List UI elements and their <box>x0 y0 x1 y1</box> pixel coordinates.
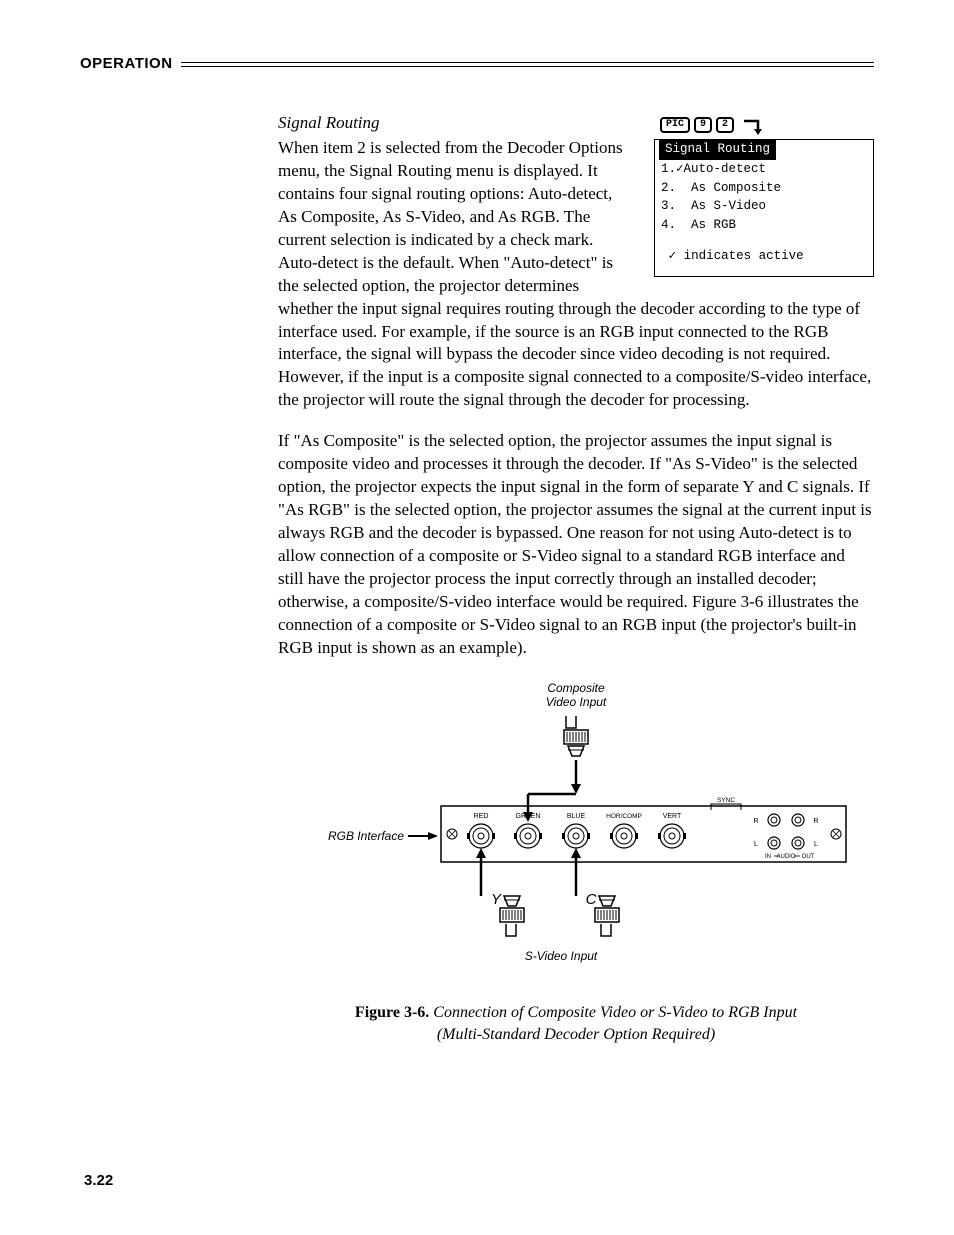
svg-text:RED: RED <box>474 813 489 820</box>
menu-items: 1.✓Auto-detect 2. As Composite 3. As S-V… <box>661 160 867 266</box>
svg-text:OUT: OUT <box>802 854 815 860</box>
section-block: PIC 9 2 Signal Routing 1.✓Auto-detect 2.… <box>278 113 874 321</box>
y-label: Y <box>491 891 502 908</box>
svg-text:AUDIO: AUDIO <box>776 854 795 860</box>
c-cable-icon <box>595 896 619 936</box>
svideo-label: S-Video Input <box>525 949 598 963</box>
figure-diagram: Composite Video Input <box>278 678 874 1047</box>
c-label: C <box>586 891 597 908</box>
menu-item-1: 1.✓Auto-detect <box>661 160 867 179</box>
figure-title-2: (Multi-Standard Decoder Option Required) <box>437 1026 715 1043</box>
arrow-hook-icon <box>742 117 764 133</box>
figure-title-1: Connection of Composite Video or S-Video… <box>433 1004 797 1021</box>
menu-item-2: 2. As Composite <box>661 179 867 198</box>
menu-item-3: 3. As S-Video <box>661 197 867 216</box>
key-9: 9 <box>694 117 712 133</box>
page-number: 3.22 <box>84 1172 113 1189</box>
menu-box: Signal Routing 1.✓Auto-detect 2. As Comp… <box>654 139 874 277</box>
main-content: PIC 9 2 Signal Routing 1.✓Auto-detect 2.… <box>278 113 874 1046</box>
signal-routing-menu-figure: PIC 9 2 Signal Routing 1.✓Auto-detect 2.… <box>654 117 874 277</box>
composite-label: Composite <box>547 681 605 695</box>
svg-text:L: L <box>814 841 818 848</box>
menu-legend: ✓ indicates active <box>661 247 867 266</box>
svg-text:VERT: VERT <box>663 813 682 820</box>
video-input-label: Video Input <box>546 695 607 709</box>
svg-text:BLUE: BLUE <box>567 813 586 820</box>
svg-text:IN: IN <box>765 854 771 860</box>
y-cable-icon <box>500 896 524 936</box>
paragraph-1b: interface used. For example, if the sour… <box>278 321 874 413</box>
rgb-interface-label: RGB Interface <box>328 829 404 843</box>
figure-number: Figure 3-6. <box>355 1004 429 1021</box>
svg-text:HOR/COMP: HOR/COMP <box>606 813 642 820</box>
svg-text:L: L <box>754 841 758 848</box>
header-title: OPERATION <box>80 55 173 72</box>
menu-title: Signal Routing <box>659 139 776 160</box>
svg-text:R: R <box>813 818 818 825</box>
paragraph-2: If "As Composite" is the selected option… <box>278 430 874 659</box>
svg-text:SYNC: SYNC <box>717 797 735 804</box>
composite-cable-icon <box>564 716 588 756</box>
key-2: 2 <box>716 117 734 133</box>
connection-diagram-svg: Composite Video Input <box>296 678 856 978</box>
figure-caption: Figure 3-6. Connection of Composite Vide… <box>278 1002 874 1047</box>
svg-text:R: R <box>753 818 758 825</box>
page-header: OPERATION <box>80 55 874 72</box>
key-sequence: PIC 9 2 <box>660 117 874 133</box>
key-pic: PIC <box>660 117 690 133</box>
menu-item-4: 4. As RGB <box>661 216 867 235</box>
